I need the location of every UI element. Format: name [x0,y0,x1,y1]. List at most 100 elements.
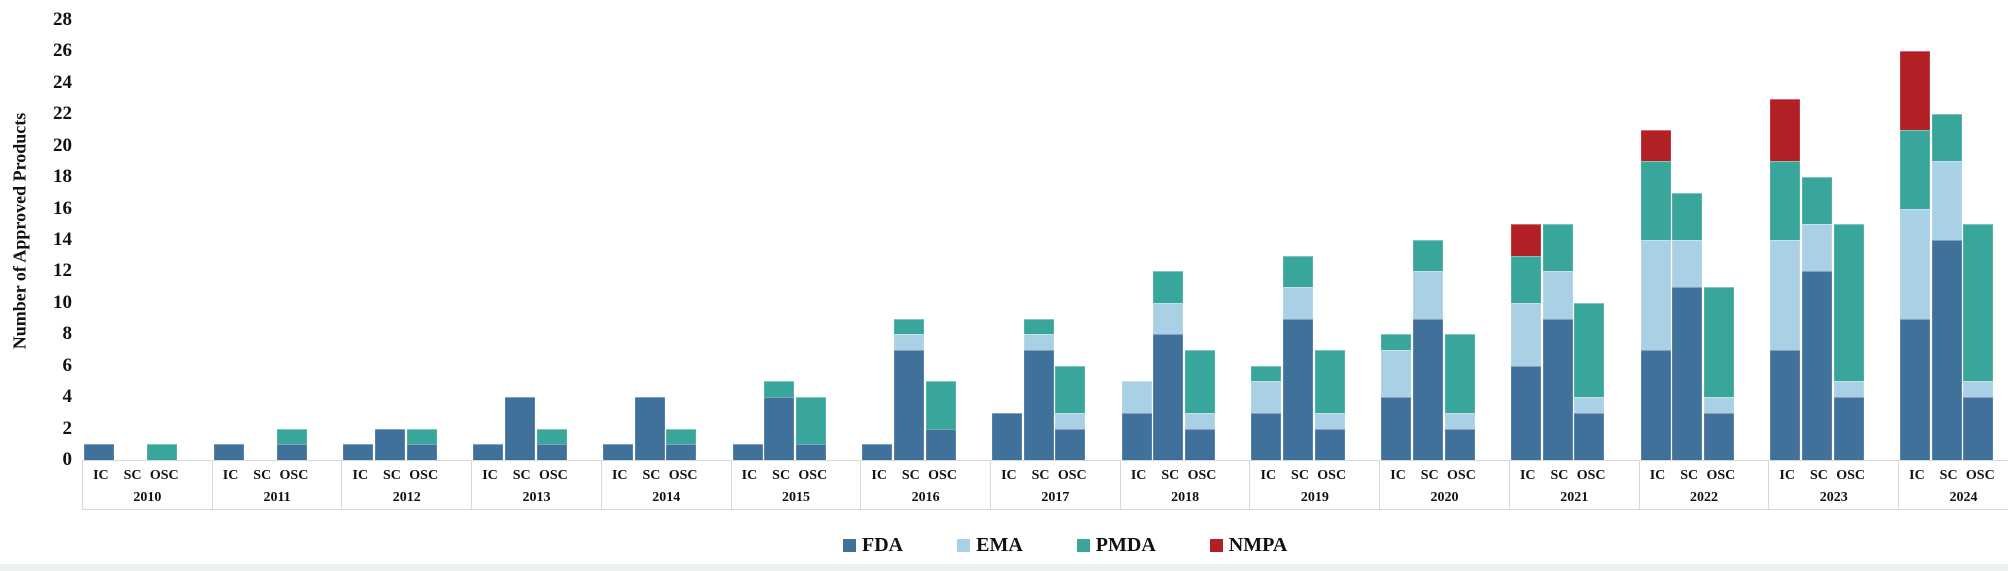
category-label: IC [1001,468,1017,483]
bar-2010-OSC [147,444,178,460]
bar-segment-pmda [1770,161,1801,240]
bar-segment-ema [1574,397,1605,413]
bar-segment-fda [1672,287,1703,460]
bar-segment-fda [732,444,763,460]
category-label: SC [1680,468,1699,483]
bar-segment-pmda [1672,192,1703,240]
year-cell: IC SC OSC 2012 [341,460,472,510]
bar-segment-fda [375,428,406,460]
year-label: 2015 [781,490,810,505]
bar-segment-fda [1023,349,1054,460]
y-tick-label: 26 [53,40,72,62]
bar-segment-fda [84,444,114,460]
bar-2020-SC [1412,240,1443,460]
bar-segment-fda [1314,428,1345,460]
bar-segment-fda [213,444,244,460]
bar-segment-pmda [1542,224,1573,272]
bar-segment-pmda [1023,318,1054,335]
category-label: IC [1130,468,1147,483]
bar-segment-ema [1055,412,1086,429]
y-tick-label: 0 [62,449,73,470]
bar-2012-IC [343,444,374,460]
bar-2023-SC [1802,177,1833,460]
bar-2022-OSC [1704,287,1735,460]
bar-segment-ema [1542,271,1573,319]
bar-segment-fda [1153,334,1184,460]
bar-segment-fda [1381,397,1412,460]
bar-segment-fda [1283,318,1314,460]
bar-segment-fda [925,428,956,460]
year-label: 2021 [1560,490,1589,505]
bar-segment-pmda [1153,271,1184,303]
bar-segment-fda [343,444,374,460]
bar-segment-pmda [406,428,437,445]
bar-segment-pmda [1574,302,1605,398]
bar-segment-nmpa [1770,98,1801,162]
bar-segment-pmda [1704,287,1735,398]
year-label: 2011 [263,490,291,505]
bar-segment-fda [406,444,437,460]
y-tick-label: 14 [53,229,72,250]
bar-segment-fda [473,444,504,460]
y-tick-label: 2 [62,417,73,439]
bar-segment-pmda [536,428,567,445]
category-label: OSC [1706,468,1736,483]
category-label: OSC [149,468,179,483]
category-label: SC [642,468,661,483]
bar-segment-fda [1704,412,1735,460]
category-label: SC [1291,468,1309,483]
category-label: OSC [928,468,957,483]
year-cell: IC SC OSC 2014 [600,460,731,510]
bar-segment-fda [1055,428,1086,460]
bar-segment-pmda [147,444,178,460]
bar-segment-fda [666,444,697,460]
bar-segment-fda [1251,412,1282,460]
category-label: OSC [1057,468,1087,483]
bar-segment-ema [1283,287,1314,319]
year-cell: IC SC OSC 2024 [1898,460,2008,510]
bar-segment-fda [862,444,893,460]
y-tick-label: 28 [53,9,72,30]
bar-segment-pmda [1283,255,1314,288]
bar-segment-ema [1185,412,1216,429]
legend-swatch-fda [843,538,856,552]
category-label: OSC [1836,468,1865,483]
bar-segment-ema [1704,397,1735,413]
category-label: OSC [409,468,439,483]
bar-segment-ema [1412,271,1443,319]
category-label: SC [383,468,401,483]
bar-2017-IC [992,412,1023,460]
bar-segment-ema [1770,239,1801,350]
year-label: 2020 [1430,490,1459,505]
bar-2014-IC [602,444,633,460]
category-label: OSC [798,468,828,483]
year-cell: IC SC OSC 2010 [82,460,212,510]
bar-2021-IC [1510,224,1541,460]
bar-segment-pmda [894,318,925,335]
category-label: IC [741,468,758,483]
bar-segment-ema [1802,224,1833,272]
legend-item-fda: FDA [843,533,903,557]
bar-2010-IC [84,444,114,460]
bar-2012-OSC [406,428,437,460]
category-label: OSC [1447,468,1476,483]
bar-segment-ema [1833,381,1864,398]
year-label: 2013 [522,490,551,505]
legend-label: NMPA [1228,534,1288,556]
bar-segment-pmda [1802,177,1833,225]
bar-segment-fda [1574,412,1605,460]
y-tick-label: 8 [62,323,73,345]
bar-segment-fda [894,349,925,460]
bar-segment-pmda [1963,224,1994,382]
category-label: IC [352,468,369,483]
category-label: OSC [1317,468,1347,483]
year-label: 2010 [133,490,162,505]
year-cell: IC SC OSC 2017 [990,460,1120,510]
bar-2020-IC [1381,334,1412,460]
category-label: IC [222,468,239,483]
bar-segment-ema [1381,350,1412,398]
category-label: SC [772,468,791,483]
bar-segment-fda [536,444,567,460]
bar-segment-fda [1121,412,1152,460]
